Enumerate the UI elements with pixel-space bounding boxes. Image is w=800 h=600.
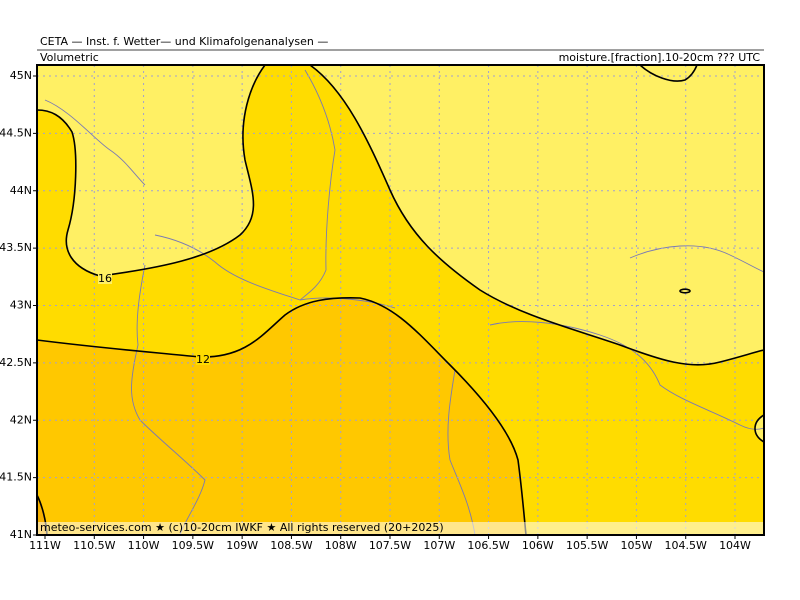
- longitude-label: 107W: [423, 539, 455, 552]
- contour-line: [639, 65, 698, 82]
- region-dark: [37, 297, 526, 535]
- longitude-label: 104W: [719, 539, 751, 552]
- latitude-label: 42.5N: [0, 356, 32, 369]
- latitude-label: 43.5N: [0, 241, 32, 254]
- contour-label: 12: [196, 353, 210, 366]
- header-title: CETA — Inst. f. Wetter— und Klimafolgena…: [40, 35, 328, 48]
- longitude-label: 105.5W: [566, 539, 608, 552]
- longitude-label: 109.5W: [172, 539, 214, 552]
- river: [447, 369, 476, 535]
- footer-band: [37, 522, 764, 535]
- region-light: [310, 65, 764, 365]
- contour-label-bg: [98, 273, 112, 284]
- latitude-label: 41N: [10, 528, 32, 541]
- latitude-label: 44.5N: [0, 126, 32, 139]
- longitude-label: 111W: [29, 539, 61, 552]
- header-subtitle: Volumetric: [40, 51, 99, 64]
- graticule: [37, 65, 764, 535]
- longitude-label: 110W: [128, 539, 160, 552]
- contour-line: [679, 288, 691, 294]
- longitude-label: 106.5W: [467, 539, 509, 552]
- longitude-label: 104.5W: [665, 539, 707, 552]
- longitude-label: 108.5W: [270, 539, 312, 552]
- region-light: [37, 65, 265, 276]
- contour-line: [37, 65, 266, 277]
- footer: meteo-services.com ★ (c)10-20cm IWKF ★ A…: [40, 521, 444, 534]
- contour-label: 16: [98, 272, 112, 285]
- map-frame: [36, 64, 765, 536]
- river: [629, 245, 764, 273]
- contour-label-bg: [196, 354, 210, 365]
- river: [44, 99, 146, 186]
- latitude-label: 44N: [10, 184, 32, 197]
- river: [299, 69, 336, 301]
- contour-line: [754, 414, 764, 443]
- longitude-label: 107.5W: [369, 539, 411, 552]
- latitude-label: 45N: [10, 69, 32, 82]
- longitude-label: 110.5W: [73, 539, 115, 552]
- contour-line: [309, 65, 764, 366]
- longitude-label: 106W: [522, 539, 554, 552]
- latitude-label: 41.5N: [0, 471, 32, 484]
- longitude-label: 108W: [325, 539, 357, 552]
- river: [154, 234, 396, 309]
- header-field: moisture.[fraction].10-20cm ??? UTC: [559, 51, 761, 64]
- longitude-label: 109W: [226, 539, 258, 552]
- latitude-label: 42N: [10, 413, 32, 426]
- contour-line: [37, 297, 527, 535]
- latitude-label: 43N: [10, 299, 32, 312]
- map-area: 16 12 meteo-services.com ★ (c)10-20cm IW…: [37, 65, 764, 535]
- longitude-label: 105W: [620, 539, 652, 552]
